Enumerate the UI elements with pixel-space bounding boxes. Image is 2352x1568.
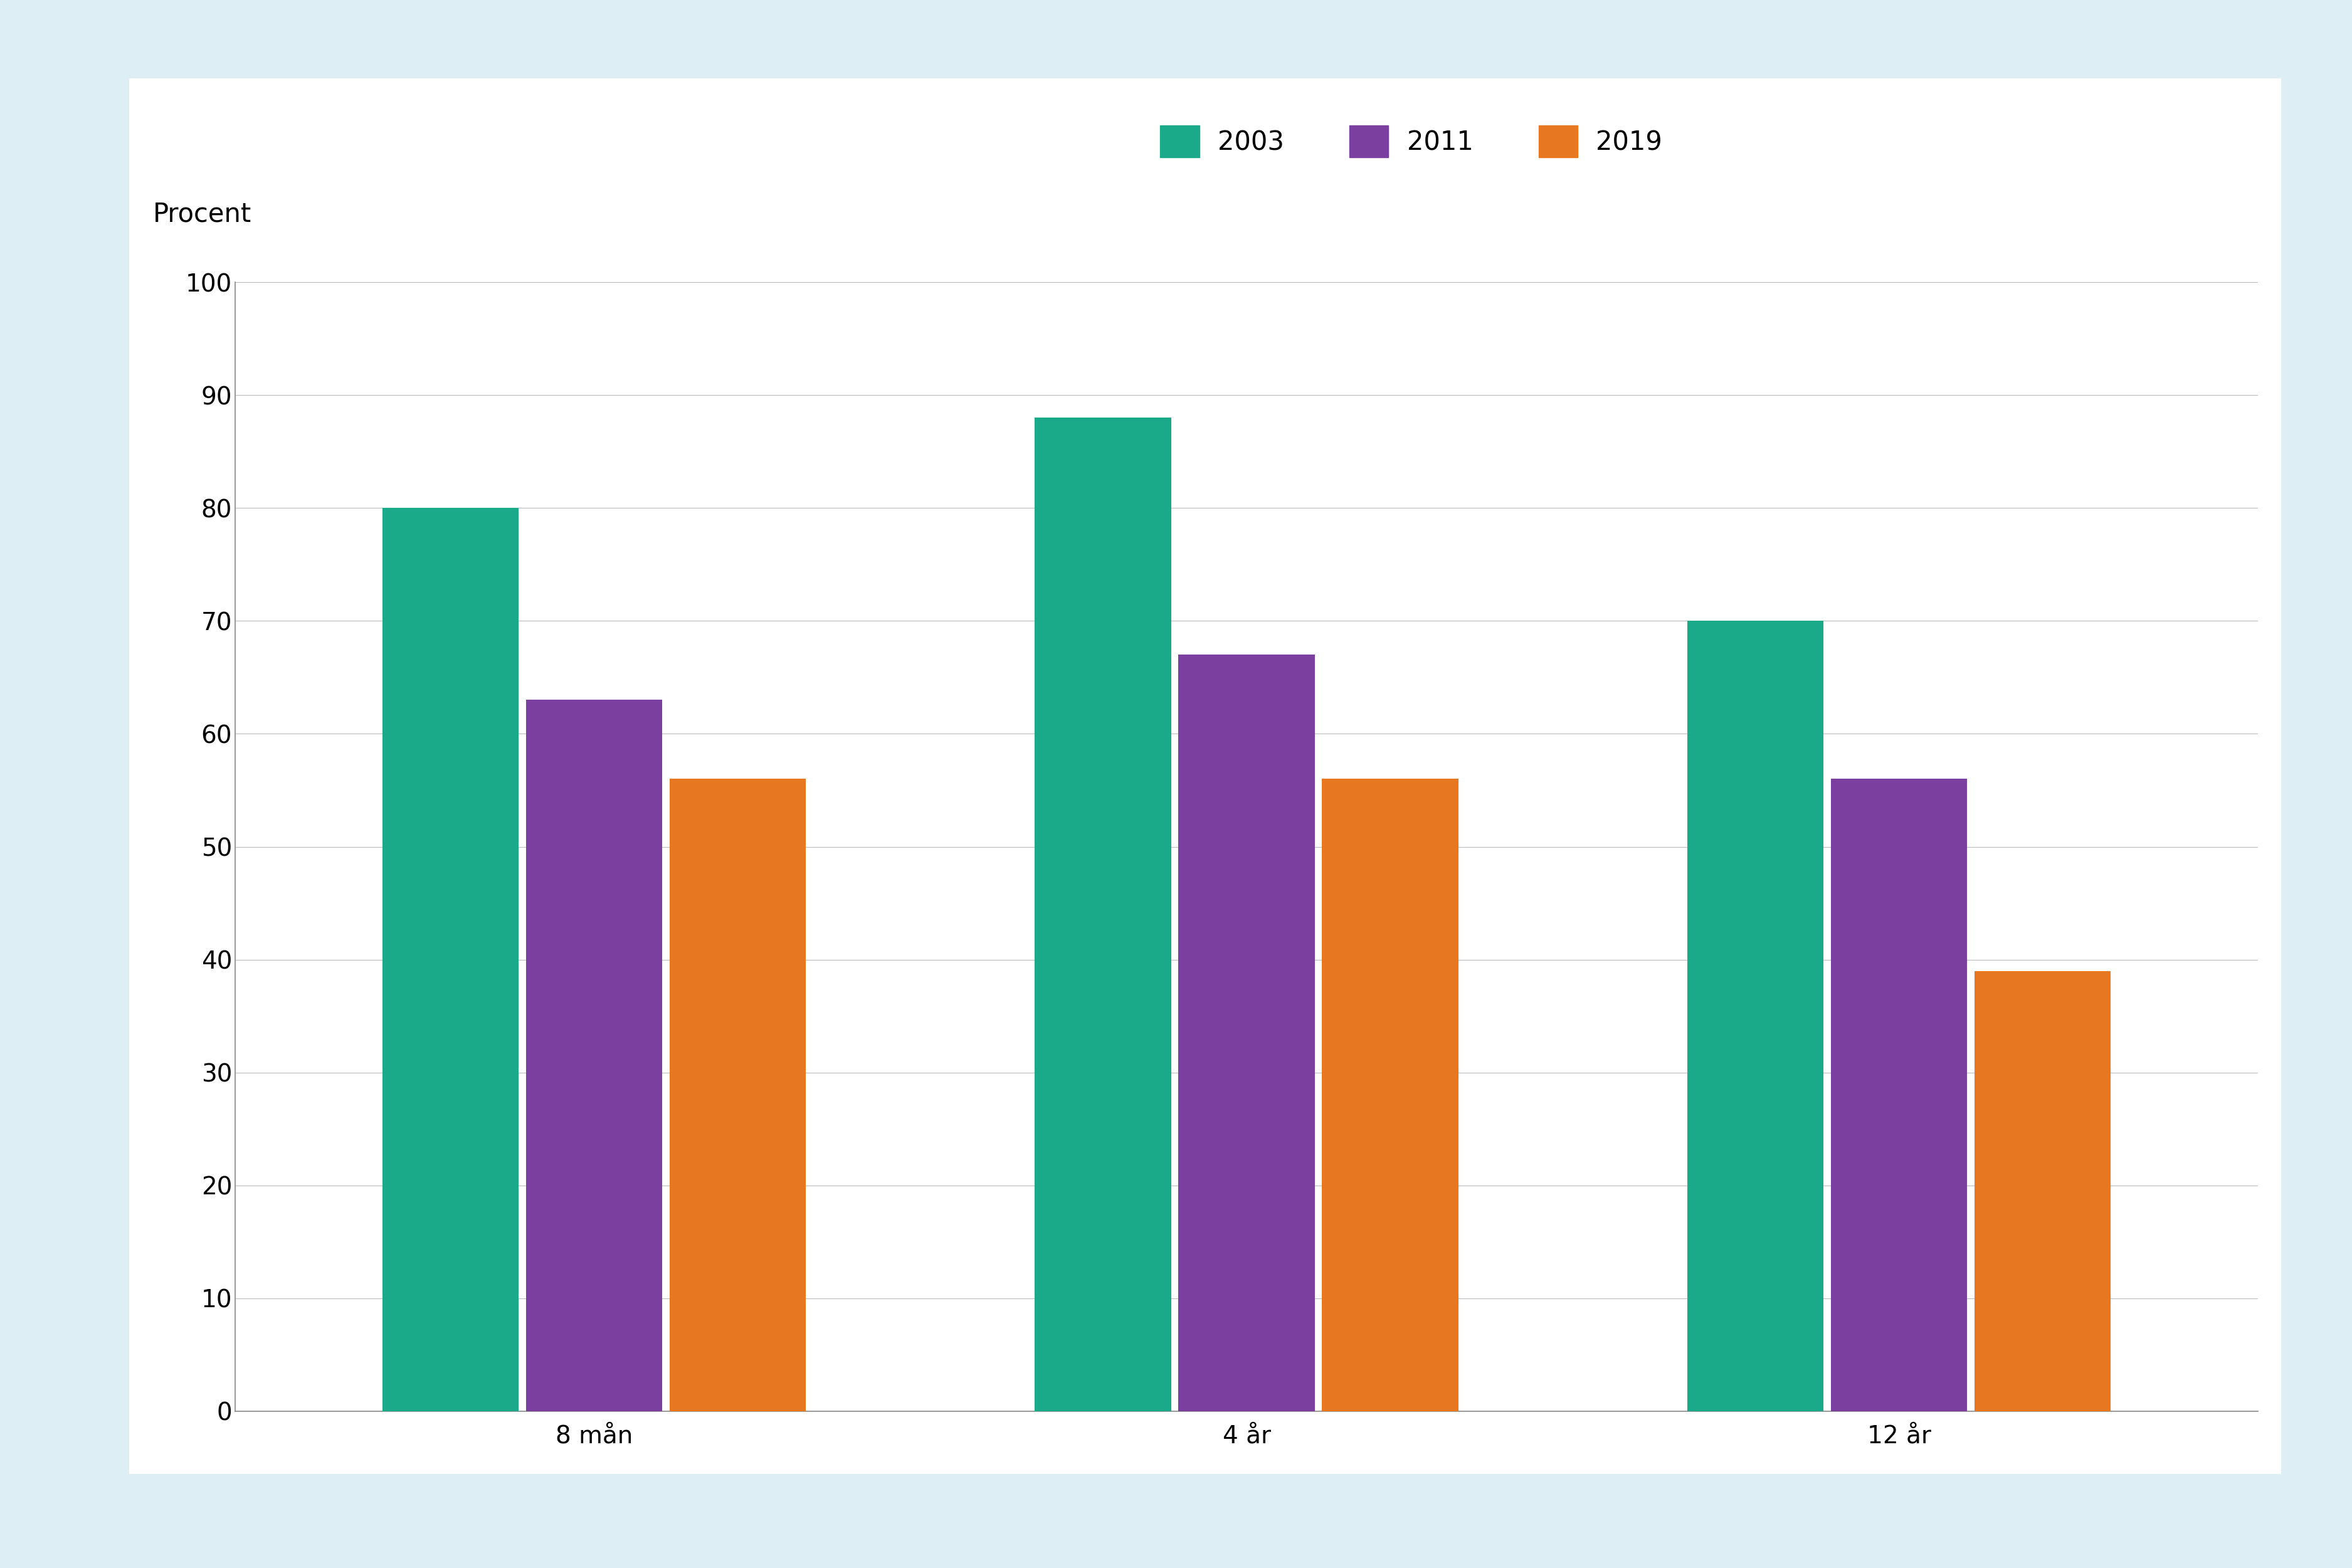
- Bar: [1686, 621, 1823, 1411]
- Bar: [670, 779, 807, 1411]
- Text: Procent: Procent: [153, 201, 252, 227]
- Bar: [1178, 655, 1315, 1411]
- Bar: [1035, 417, 1171, 1411]
- Bar: [383, 508, 520, 1411]
- Bar: [1322, 779, 1458, 1411]
- Bar: [1973, 971, 2110, 1411]
- Bar: [1830, 779, 1966, 1411]
- Bar: [527, 699, 663, 1411]
- Legend: 2003, 2011, 2019: 2003, 2011, 2019: [1150, 114, 1672, 168]
